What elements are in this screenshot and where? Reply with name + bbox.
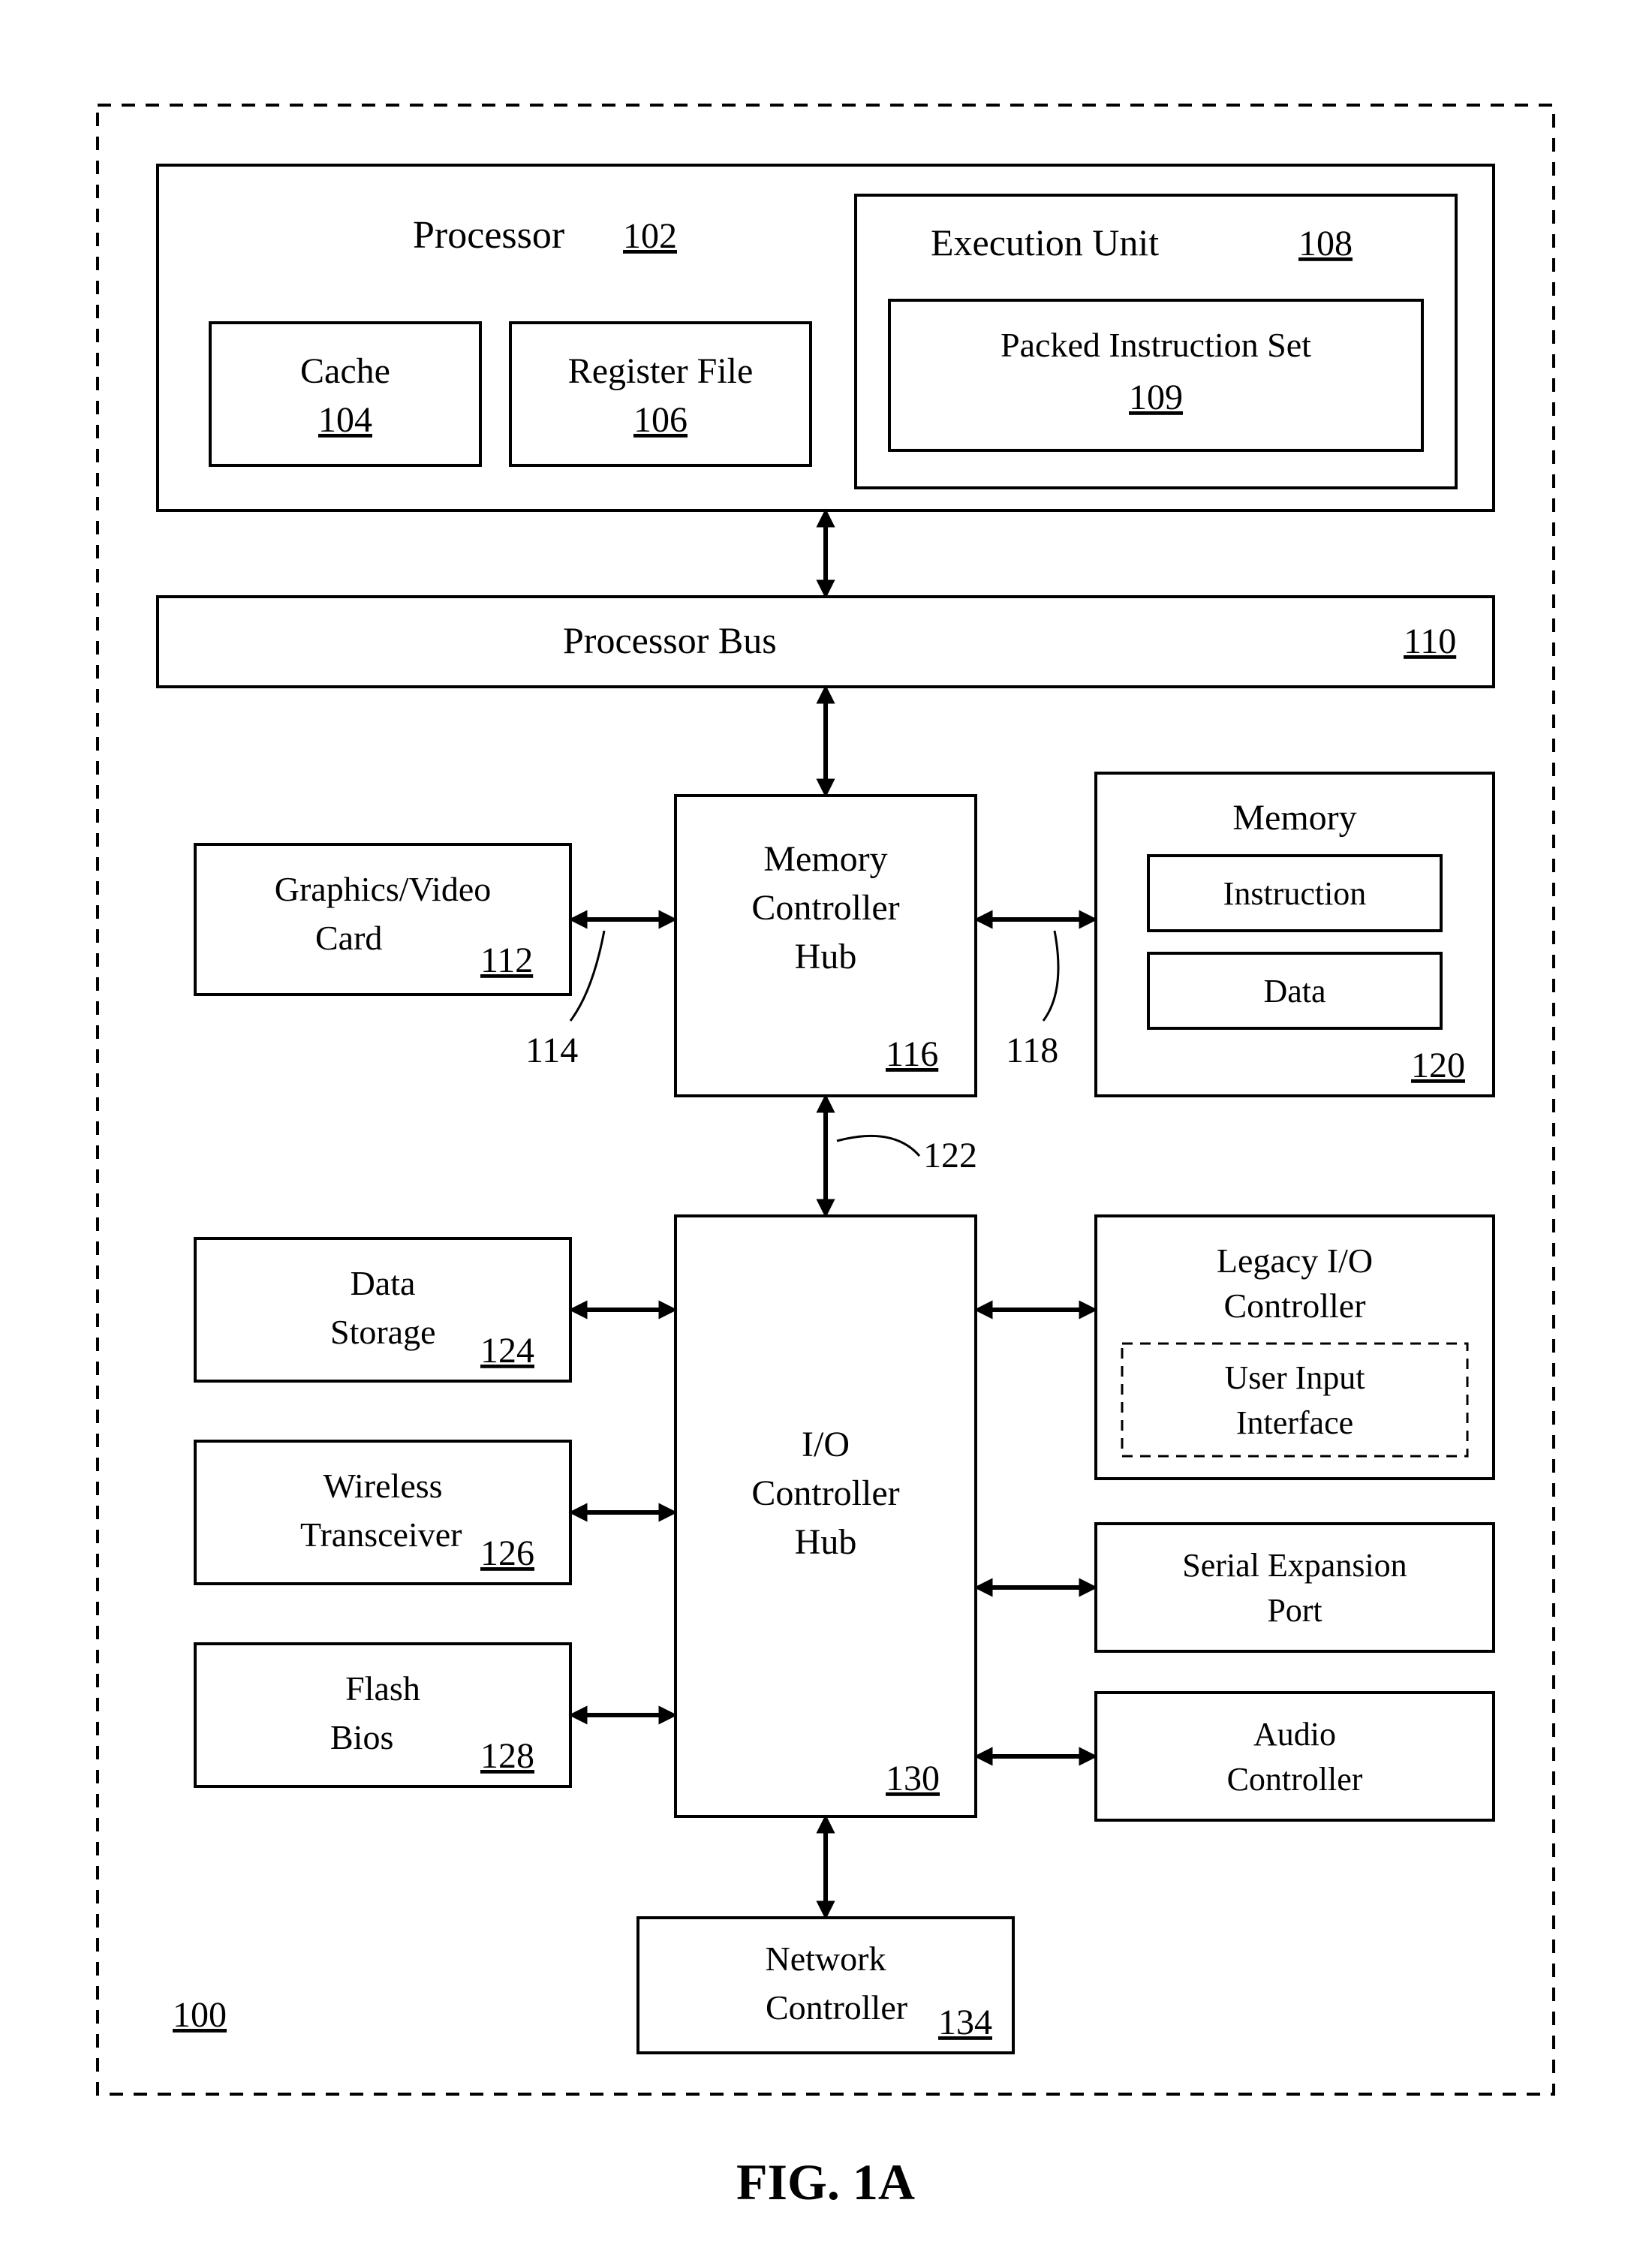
ich-ref: 130 [886,1759,940,1798]
processor-label: Processor [413,214,564,257]
mch-ref: 116 [886,1034,938,1074]
flash-bios-label2: Bios [330,1718,393,1756]
packed-instr-label: Packed Instruction Set [1001,326,1311,364]
flash-bios-label1: Flash [345,1669,420,1708]
cache-label: Cache [300,351,390,391]
net-label2: Controller [766,1988,907,2027]
leader-118-label: 118 [1006,1031,1058,1070]
flash-bios-ref: 128 [480,1736,534,1776]
leader-118 [1043,931,1058,1021]
register-file-box [510,323,811,465]
register-file-ref: 106 [633,400,688,440]
wireless-label2: Transceiver [300,1515,462,1554]
legacy-io-label2: Controller [1223,1287,1365,1325]
register-file-label: Register File [568,351,754,391]
system-diagram: 100 Processor 102 Cache 104 Register Fil… [0,0,1652,2245]
leader-122-label: 122 [923,1136,977,1175]
gfx-card-label2: Card [315,919,382,957]
ich-label3: Hub [795,1522,857,1562]
packed-instr-box [889,300,1422,450]
memory-ref: 120 [1411,1046,1465,1085]
net-ref: 134 [938,2003,992,2042]
ich-label2: Controller [751,1473,899,1513]
leader-114 [570,931,604,1021]
data-storage-label2: Storage [330,1313,436,1351]
processor-ref: 102 [623,216,677,256]
audio-label2: Controller [1227,1761,1363,1798]
data-storage-label1: Data [351,1264,416,1302]
mch-label3: Hub [795,937,857,977]
serial-port-label2: Port [1267,1592,1322,1629]
audio-label1: Audio [1253,1716,1336,1753]
mem-data-label: Data [1263,973,1326,1010]
exec-unit-label: Execution Unit [931,221,1159,263]
leader-114-label: 114 [525,1031,578,1070]
data-storage-ref: 124 [480,1331,534,1371]
packed-instr-ref: 109 [1129,378,1183,417]
net-label1: Network [766,1940,886,1978]
legacy-io-label1: Legacy I/O [1217,1241,1373,1280]
serial-port-box [1096,1524,1494,1651]
user-input-label1: User Input [1225,1359,1365,1396]
gfx-card-label1: Graphics/Video [275,870,492,908]
serial-port-label1: Serial Expansion [1182,1547,1407,1584]
mch-label1: Memory [763,839,887,879]
audio-box [1096,1693,1494,1820]
wireless-ref: 126 [480,1533,534,1573]
memory-label: Memory [1232,798,1356,838]
system-ref: 100 [173,1995,227,2035]
processor-bus-label: Processor Bus [563,619,777,661]
figure-caption: FIG. 1A [736,2153,915,2210]
mch-label2: Controller [751,888,899,928]
cache-box [210,323,480,465]
leader-122 [837,1136,919,1156]
mem-instr-label: Instruction [1223,875,1367,912]
ich-label1: I/O [802,1425,850,1464]
processor-bus-ref: 110 [1404,621,1456,661]
exec-unit-ref: 108 [1298,224,1353,263]
cache-ref: 104 [318,400,372,440]
ich-box [676,1216,976,1816]
user-input-label2: Interface [1236,1404,1353,1441]
processor-bus-box [158,597,1494,687]
wireless-label1: Wireless [323,1467,442,1505]
gfx-card-ref: 112 [480,940,533,980]
